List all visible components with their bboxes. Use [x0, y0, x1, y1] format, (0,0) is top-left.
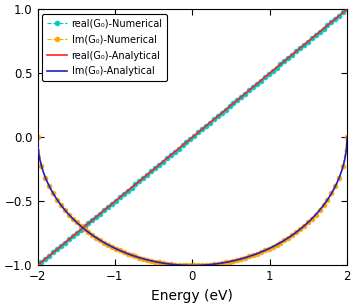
real(G₀)-Numerical [247, 88, 251, 92]
Im(G₀)-Numerical [224, 261, 228, 264]
real(G₀)-Analytical [248, 87, 252, 91]
Im(G₀)-Analytical [345, 135, 349, 139]
real(G₀)-Analytical [67, 237, 71, 241]
Im(G₀)-Numerical [36, 135, 40, 139]
real(G₀)-Numerical [310, 37, 314, 40]
real(G₀)-Numerical [224, 108, 228, 111]
real(G₀)-Analytical [160, 160, 165, 164]
real(G₀)-Numerical [219, 111, 224, 115]
real(G₀)-Numerical [36, 264, 40, 267]
real(G₀)-Numerical [345, 7, 349, 11]
Im(G₀)-Analytical [277, 242, 282, 245]
Im(G₀)-Analytical [67, 213, 71, 217]
Line: Im(G₀)-Numerical: Im(G₀)-Numerical [35, 135, 350, 268]
Line: real(G₀)-Analytical: real(G₀)-Analytical [38, 9, 347, 266]
real(G₀)-Analytical [172, 151, 176, 154]
Legend: real(G₀)-Numerical, Im(G₀)-Numerical, real(G₀)-Analytical, Im(G₀)-Analytical: real(G₀)-Numerical, Im(G₀)-Numerical, re… [42, 14, 168, 81]
Im(G₀)-Analytical [248, 254, 252, 258]
Im(G₀)-Analytical [172, 263, 176, 266]
Im(G₀)-Numerical [345, 135, 349, 139]
Line: real(G₀)-Numerical: real(G₀)-Numerical [35, 7, 350, 268]
Im(G₀)-Numerical [228, 260, 232, 263]
Im(G₀)-Numerical [313, 213, 318, 216]
Im(G₀)-Numerical [239, 257, 244, 261]
real(G₀)-Analytical [282, 59, 286, 63]
Im(G₀)-Analytical [190, 264, 194, 267]
real(G₀)-Analytical [277, 64, 281, 68]
X-axis label: Energy (eV): Energy (eV) [151, 289, 233, 303]
Im(G₀)-Analytical [36, 135, 40, 139]
Line: Im(G₀)-Analytical: Im(G₀)-Analytical [38, 137, 347, 266]
Im(G₀)-Numerical [251, 253, 255, 257]
Im(G₀)-Analytical [283, 238, 287, 242]
real(G₀)-Numerical [235, 98, 240, 102]
Im(G₀)-Numerical [173, 263, 177, 266]
Im(G₀)-Analytical [160, 261, 165, 265]
real(G₀)-Numerical [173, 150, 177, 154]
real(G₀)-Analytical [36, 264, 40, 267]
Im(G₀)-Numerical [188, 264, 192, 267]
real(G₀)-Analytical [345, 7, 349, 11]
